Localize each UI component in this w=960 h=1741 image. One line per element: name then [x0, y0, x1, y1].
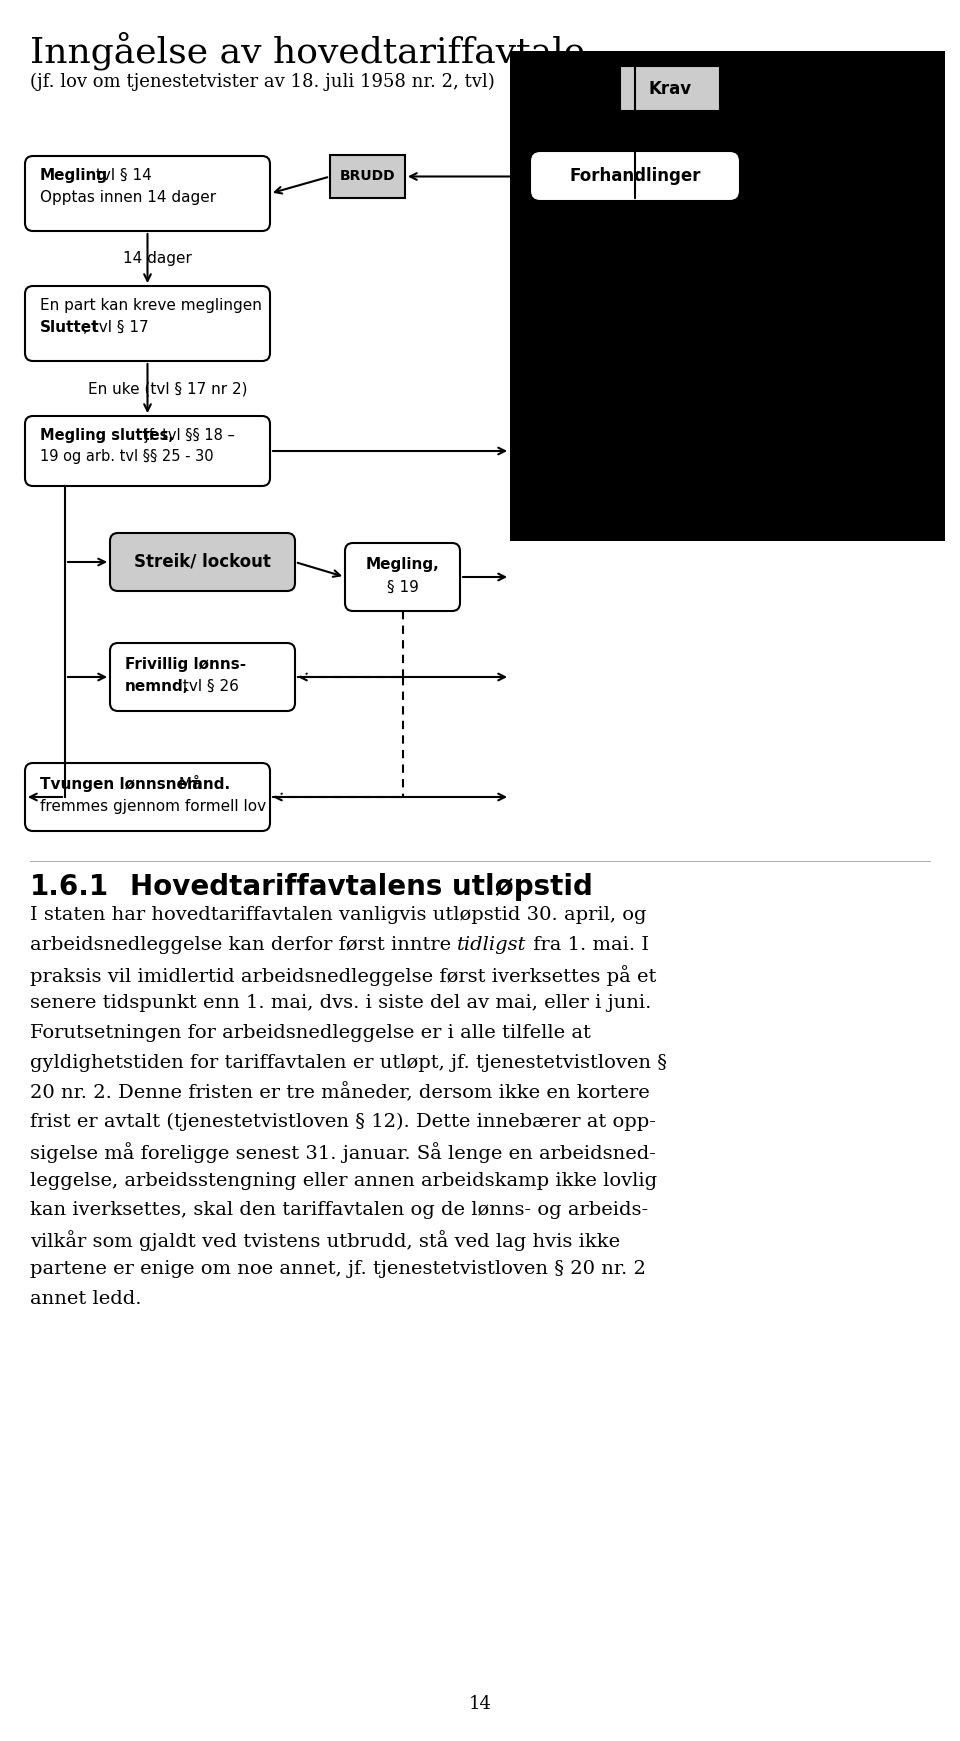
Text: Sluttet: Sluttet	[40, 320, 100, 334]
FancyBboxPatch shape	[25, 286, 270, 360]
Text: annet ledd.: annet ledd.	[30, 1290, 141, 1307]
FancyBboxPatch shape	[110, 642, 295, 710]
Text: Megling sluttes,: Megling sluttes,	[40, 428, 174, 442]
Text: En uke (tvl § 17 nr 2): En uke (tvl § 17 nr 2)	[87, 381, 248, 395]
Text: 20 nr. 2. Denne fristen er tre måneder, dersom ikke en kortere: 20 nr. 2. Denne fristen er tre måneder, …	[30, 1083, 650, 1102]
Text: tvl § 14: tvl § 14	[91, 167, 152, 183]
Text: , tvl § 17: , tvl § 17	[83, 320, 149, 334]
Text: 1.6.1: 1.6.1	[30, 872, 109, 902]
Text: § 19: § 19	[387, 580, 419, 594]
Text: Inngåelse av hovedtariffavtale: Inngåelse av hovedtariffavtale	[30, 31, 586, 70]
Text: Megling: Megling	[40, 167, 108, 183]
Text: arbeidsnedleggelse kan derfor først inntre: arbeidsnedleggelse kan derfor først innt…	[30, 935, 457, 954]
Text: Tvungen lønnsnemnd.: Tvungen lønnsnemnd.	[40, 776, 230, 792]
Text: vilkår som gjaldt ved tvistens utbrudd, stå ved lag hvis ikke: vilkår som gjaldt ved tvistens utbrudd, …	[30, 1231, 620, 1252]
Text: 14 dager: 14 dager	[123, 251, 192, 266]
Text: jf. tvl §§ 18 –: jf. tvl §§ 18 –	[140, 428, 235, 442]
Text: Streik/ lockout: Streik/ lockout	[134, 554, 271, 571]
Text: tidligst: tidligst	[457, 935, 527, 954]
Text: (jf. lov om tjenestetvister av 18. juli 1958 nr. 2, tvl): (jf. lov om tjenestetvister av 18. juli …	[30, 73, 494, 91]
Text: sigelse må foreligge senest 31. januar. Så lenge en arbeidsned-: sigelse må foreligge senest 31. januar. …	[30, 1142, 656, 1163]
FancyBboxPatch shape	[110, 533, 295, 590]
Text: BRUDD: BRUDD	[340, 169, 396, 183]
FancyBboxPatch shape	[25, 763, 270, 830]
FancyBboxPatch shape	[530, 151, 740, 200]
Text: 19 og arb. tvl §§ 25 - 30: 19 og arb. tvl §§ 25 - 30	[40, 449, 214, 465]
Text: partene er enige om noe annet, jf. tjenestetvistloven § 20 nr. 2: partene er enige om noe annet, jf. tjene…	[30, 1260, 646, 1278]
Bar	[330, 155, 405, 198]
Text: En part kan kreve meglingen: En part kan kreve meglingen	[40, 298, 262, 313]
Text: Må: Må	[174, 776, 202, 792]
Text: Forhandlinger: Forhandlinger	[569, 167, 701, 185]
Text: Hovedtariffavtalens utløpstid: Hovedtariffavtalens utløpstid	[130, 872, 593, 902]
Text: Krav: Krav	[648, 80, 691, 97]
FancyBboxPatch shape	[25, 157, 270, 232]
Bar	[620, 66, 720, 111]
Text: tvl § 26: tvl § 26	[178, 679, 239, 695]
Text: senere tidspunkt enn 1. mai, dvs. i siste del av mai, eller i juni.: senere tidspunkt enn 1. mai, dvs. i sist…	[30, 994, 652, 1013]
Text: praksis vil imidlertid arbeidsnedleggelse først iverksettes på et: praksis vil imidlertid arbeidsnedleggels…	[30, 965, 657, 985]
Text: fra 1. mai. I: fra 1. mai. I	[527, 935, 649, 954]
Text: gyldighetstiden for tariffavtalen er utløpt, jf. tjenestetvistloven §: gyldighetstiden for tariffavtalen er utl…	[30, 1053, 667, 1071]
Text: fremmes gjennom formell lov: fremmes gjennom formell lov	[40, 799, 266, 815]
Text: kan iverksettes, skal den tariffavtalen og de lønns- og arbeids-: kan iverksettes, skal den tariffavtalen …	[30, 1201, 648, 1219]
Text: frist er avtalt (tjenestetvistloven § 12). Dette innebærer at opp-: frist er avtalt (tjenestetvistloven § 12…	[30, 1112, 656, 1130]
Text: I staten har hovedtariffavtalen vanligvis utløpstid 30. april, og: I staten har hovedtariffavtalen vanligvi…	[30, 905, 646, 924]
Text: Opptas innen 14 dager: Opptas innen 14 dager	[40, 190, 216, 205]
Text: Forutsetningen for arbeidsnedleggelse er i alle tilfelle at: Forutsetningen for arbeidsnedleggelse er…	[30, 1024, 590, 1043]
Text: leggelse, arbeidsstengning eller annen arbeidskamp ikke lovlig: leggelse, arbeidsstengning eller annen a…	[30, 1172, 658, 1189]
FancyBboxPatch shape	[345, 543, 460, 611]
FancyBboxPatch shape	[25, 416, 270, 486]
Text: Frivillig lønns-: Frivillig lønns-	[125, 656, 246, 672]
Bar	[510, 50, 945, 541]
Text: nemnd,: nemnd,	[125, 679, 189, 695]
Text: 14: 14	[468, 1696, 492, 1713]
Text: Megling,: Megling,	[366, 557, 440, 573]
